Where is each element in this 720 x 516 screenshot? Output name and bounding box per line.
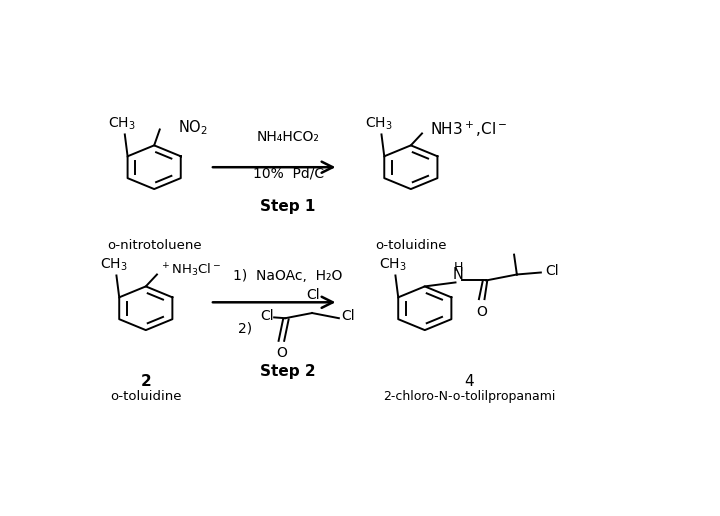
Text: 2): 2) [238, 321, 252, 335]
Text: H: H [454, 261, 463, 273]
Text: 10%  Pd/C: 10% Pd/C [253, 166, 324, 180]
Text: Cl: Cl [307, 288, 320, 302]
Text: $^+$NH$_3$Cl$^-$: $^+$NH$_3$Cl$^-$ [160, 262, 221, 279]
Text: CH$_3$: CH$_3$ [379, 257, 407, 273]
Text: CH$_3$: CH$_3$ [100, 257, 127, 273]
Text: Step 2: Step 2 [260, 364, 316, 379]
Text: o-nitrotoluene: o-nitrotoluene [107, 239, 202, 252]
Text: NH₄HCO₂: NH₄HCO₂ [256, 131, 320, 144]
Text: CH$_3$: CH$_3$ [365, 116, 392, 133]
Text: 1)  NaOAc,  H₂O: 1) NaOAc, H₂O [233, 269, 343, 283]
Text: Cl: Cl [261, 309, 274, 323]
Text: 4: 4 [464, 374, 474, 389]
Text: O: O [476, 305, 487, 319]
Text: o-toluidine: o-toluidine [110, 390, 181, 402]
Text: CH$_3$: CH$_3$ [108, 116, 136, 133]
Text: Cl: Cl [342, 309, 355, 323]
Text: Cl: Cl [545, 264, 559, 278]
Text: NO$_2$: NO$_2$ [178, 118, 207, 137]
Text: NH3$^+$,Cl$^-$: NH3$^+$,Cl$^-$ [431, 120, 508, 139]
Text: N: N [453, 267, 464, 282]
Text: Step 1: Step 1 [261, 200, 316, 215]
Text: 2: 2 [140, 374, 151, 389]
Text: o-toluidine: o-toluidine [375, 239, 446, 252]
Text: 2-chloro-N-o-tolilpropanami: 2-chloro-N-o-tolilpropanami [383, 390, 556, 402]
Text: O: O [276, 346, 287, 360]
